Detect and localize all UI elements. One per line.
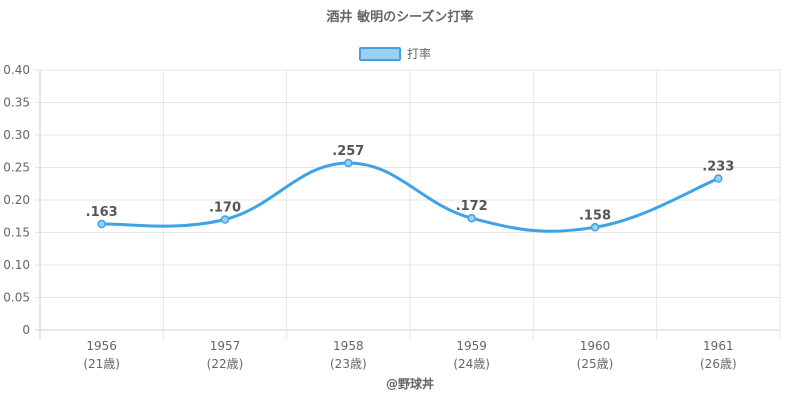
- y-tick-label: 0.15: [3, 226, 30, 240]
- chart-title: 酒井 敏明のシーズン打率: [327, 9, 474, 25]
- y-tick-label: 0: [22, 323, 30, 337]
- data-point: [714, 174, 723, 183]
- x-tick-label: 1959: [456, 339, 487, 353]
- data-label: .233: [702, 160, 734, 175]
- footer-credit: @野球丼: [386, 376, 434, 391]
- data-point: [220, 215, 230, 224]
- data-label: .257: [332, 144, 364, 159]
- label-layer: .163 .170 .257 .172 .158 .233: [86, 144, 735, 223]
- x-tick-sublabel: (23歳): [330, 357, 367, 371]
- legend-swatch: [359, 47, 401, 61]
- series-line-batting-average: [101, 161, 719, 233]
- x-tick-label: 1956: [86, 339, 117, 353]
- y-tick-label: 0.40: [3, 63, 30, 77]
- data-label: .172: [456, 199, 488, 214]
- axis-layer: 0 0.05 0.10 0.15 0.20 0.25 0.30 0.35 0.40 1956 (21…: [3, 63, 736, 371]
- y-tick-label: 0.20: [3, 193, 30, 207]
- x-tick-sublabel: (24歳): [453, 357, 490, 371]
- y-tick-label: 0.10: [3, 258, 30, 272]
- data-point: [467, 213, 476, 223]
- grid-layer: [35, 69, 781, 340]
- series-layer: [97, 158, 723, 233]
- x-tick-sublabel: (21歳): [83, 357, 120, 371]
- y-tick-label: 0.35: [3, 96, 30, 110]
- x-tick-label: 1958: [333, 339, 364, 353]
- legend[interactable]: 打率: [359, 46, 431, 61]
- legend-label: 打率: [407, 46, 431, 61]
- data-point: [590, 223, 600, 232]
- data-label: .163: [86, 205, 118, 220]
- x-tick-sublabel: (25歳): [577, 357, 614, 371]
- data-label: .170: [209, 201, 241, 216]
- y-tick-label: 0.05: [3, 291, 30, 305]
- data-point: [344, 158, 353, 168]
- data-label: .158: [579, 208, 611, 223]
- y-tick-label: 0.30: [3, 128, 30, 142]
- x-tick-sublabel: (22歳): [207, 357, 244, 371]
- x-tick-label: 1957: [210, 339, 241, 353]
- x-tick-label: 1961: [703, 339, 734, 353]
- data-point: [97, 219, 106, 229]
- x-tick-sublabel: (26歳): [700, 357, 737, 371]
- x-tick-label: 1960: [580, 339, 611, 353]
- y-tick-label: 0.25: [3, 161, 30, 175]
